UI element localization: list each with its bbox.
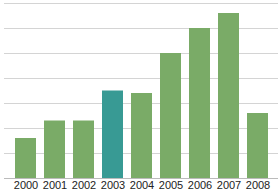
svg-text:2001: 2001 — [43, 179, 67, 191]
svg-text:2003: 2003 — [101, 179, 125, 191]
svg-text:2007: 2007 — [217, 179, 241, 191]
svg-text:2008: 2008 — [246, 179, 270, 191]
svg-text:2004: 2004 — [130, 179, 154, 191]
svg-text:2006: 2006 — [188, 179, 212, 191]
svg-text:2000: 2000 — [14, 179, 38, 191]
svg-text:2005: 2005 — [159, 179, 183, 191]
svg-text:2002: 2002 — [72, 179, 96, 191]
